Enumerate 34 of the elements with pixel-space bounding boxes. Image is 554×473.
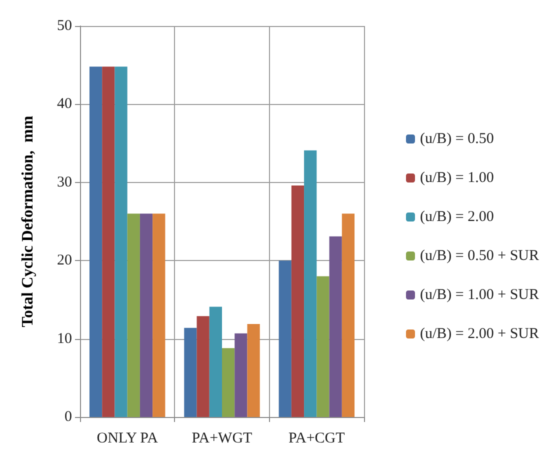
x-tick-label: PA+CGT	[288, 430, 345, 446]
x-tick-label: ONLY PA	[96, 430, 158, 446]
y-tick-label: 0	[64, 409, 72, 425]
bar	[152, 214, 166, 417]
x-tick-label: PA+WGT	[192, 430, 252, 446]
legend-label: (u/B) = 2.00 + SUR	[420, 326, 540, 342]
bar	[102, 66, 115, 417]
bar	[140, 214, 153, 417]
legend-label: (u/B) = 2.00	[420, 209, 494, 225]
bar	[184, 328, 197, 417]
y-axis-title: Total Cyclic Deformation, mm	[20, 115, 36, 328]
legend-label: (u/B) = 0.50 + SUR	[420, 248, 540, 264]
bar	[342, 214, 355, 417]
bar	[304, 150, 317, 417]
legend-label: (u/B) = 0.50	[420, 131, 494, 147]
legend-label: (u/B) = 1.00	[420, 170, 494, 186]
y-tick-label: 40	[57, 96, 72, 112]
y-tick-label: 30	[57, 174, 72, 190]
bar	[196, 316, 210, 417]
bar	[329, 236, 342, 417]
bar	[114, 66, 128, 417]
bar	[247, 324, 260, 417]
bar	[316, 276, 330, 417]
bar	[278, 260, 292, 417]
y-tick-label: 50	[57, 18, 72, 34]
bar	[89, 66, 102, 417]
bar	[222, 348, 235, 417]
bar	[209, 306, 222, 417]
bar	[127, 214, 140, 417]
y-tick-label: 10	[57, 330, 72, 347]
bar	[291, 186, 304, 417]
legend-label: (u/B) = 1.00 + SUR	[420, 287, 540, 303]
y-tick-label: 20	[57, 252, 72, 269]
bar	[234, 333, 248, 417]
